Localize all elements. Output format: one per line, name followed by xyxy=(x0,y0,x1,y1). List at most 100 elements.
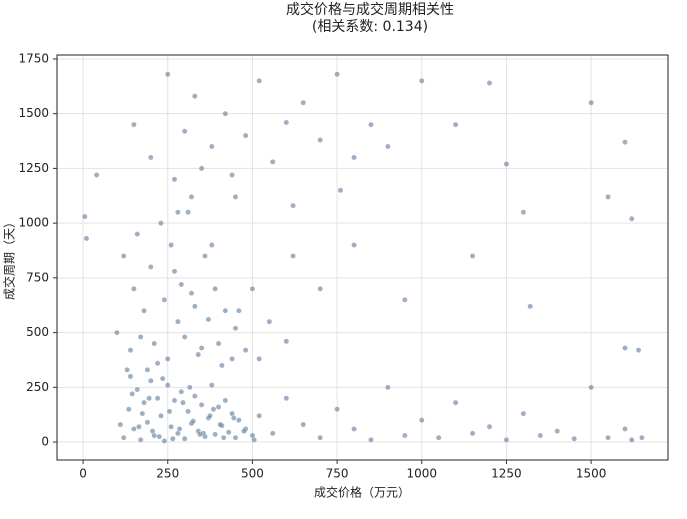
point xyxy=(256,413,262,419)
point xyxy=(117,421,124,428)
point xyxy=(629,437,635,443)
y-tick-label: 500 xyxy=(26,325,49,339)
point xyxy=(435,434,442,441)
point xyxy=(148,154,154,161)
point xyxy=(232,194,239,200)
point xyxy=(212,286,218,292)
point xyxy=(198,165,205,172)
x-tick-label: 1000 xyxy=(406,467,437,481)
x-tick-label: 1500 xyxy=(576,467,607,481)
point xyxy=(136,423,142,430)
point xyxy=(141,399,147,406)
chart-subtitle: (相关系数: 0.134) xyxy=(312,19,428,35)
point xyxy=(131,286,137,292)
point xyxy=(210,406,217,412)
point xyxy=(486,423,493,430)
point xyxy=(269,159,276,165)
x-tick-label: 1250 xyxy=(491,467,522,481)
point xyxy=(114,329,120,336)
points xyxy=(82,71,645,444)
point xyxy=(290,202,296,209)
point xyxy=(215,404,222,410)
point xyxy=(126,406,132,412)
point xyxy=(229,356,235,362)
point xyxy=(368,121,374,128)
point xyxy=(144,367,151,373)
point xyxy=(242,132,249,139)
point xyxy=(171,176,178,183)
point xyxy=(469,253,476,259)
point xyxy=(165,382,171,388)
point xyxy=(175,209,181,215)
point xyxy=(419,78,425,84)
y-tick-label: 1500 xyxy=(18,106,49,120)
point xyxy=(266,318,273,325)
y-tick-label: 1000 xyxy=(18,216,49,230)
point xyxy=(256,78,262,84)
x-axis-label: 成交价格（万元） xyxy=(314,485,410,500)
point xyxy=(269,430,276,437)
point xyxy=(151,340,157,347)
point xyxy=(217,421,223,428)
point xyxy=(249,286,256,292)
point xyxy=(181,128,188,134)
point xyxy=(520,410,527,417)
point xyxy=(127,373,134,380)
y-axis-label: 成交周期（天） xyxy=(2,216,17,300)
point xyxy=(402,432,408,439)
point xyxy=(419,417,425,423)
y-tick-label: 1250 xyxy=(18,161,49,175)
point xyxy=(220,434,227,441)
point xyxy=(503,161,510,167)
point xyxy=(232,325,239,331)
point xyxy=(192,93,198,99)
point xyxy=(317,137,323,143)
point xyxy=(225,429,232,435)
point xyxy=(571,436,577,442)
point xyxy=(139,410,146,417)
plot-frame xyxy=(56,54,669,461)
point xyxy=(148,264,154,270)
point xyxy=(170,436,176,442)
point xyxy=(469,430,476,437)
point xyxy=(317,286,323,292)
point xyxy=(231,415,237,421)
point xyxy=(154,395,161,402)
point xyxy=(452,121,459,128)
point xyxy=(149,428,156,434)
point xyxy=(176,426,183,432)
point xyxy=(385,143,391,150)
point xyxy=(503,437,510,443)
point xyxy=(158,413,164,419)
point xyxy=(168,242,174,248)
point xyxy=(181,334,188,340)
point xyxy=(317,434,323,441)
point xyxy=(537,432,544,439)
point xyxy=(605,194,611,200)
point xyxy=(256,356,262,362)
point xyxy=(554,428,560,434)
point xyxy=(178,281,185,288)
point xyxy=(202,253,208,259)
point xyxy=(351,426,357,432)
point xyxy=(290,253,296,259)
point xyxy=(232,434,239,441)
point xyxy=(283,338,290,345)
point xyxy=(185,408,191,415)
x-tick-label: 750 xyxy=(326,467,349,481)
point xyxy=(605,434,611,441)
point xyxy=(486,80,493,86)
point xyxy=(219,362,225,369)
point xyxy=(629,216,635,222)
point xyxy=(198,345,205,351)
point xyxy=(165,356,171,362)
point xyxy=(83,235,90,242)
point xyxy=(385,384,391,391)
point xyxy=(222,110,229,117)
point xyxy=(334,406,340,412)
point xyxy=(178,388,185,395)
point xyxy=(334,71,340,78)
x-tick-label: 0 xyxy=(79,467,87,481)
point xyxy=(351,154,357,161)
